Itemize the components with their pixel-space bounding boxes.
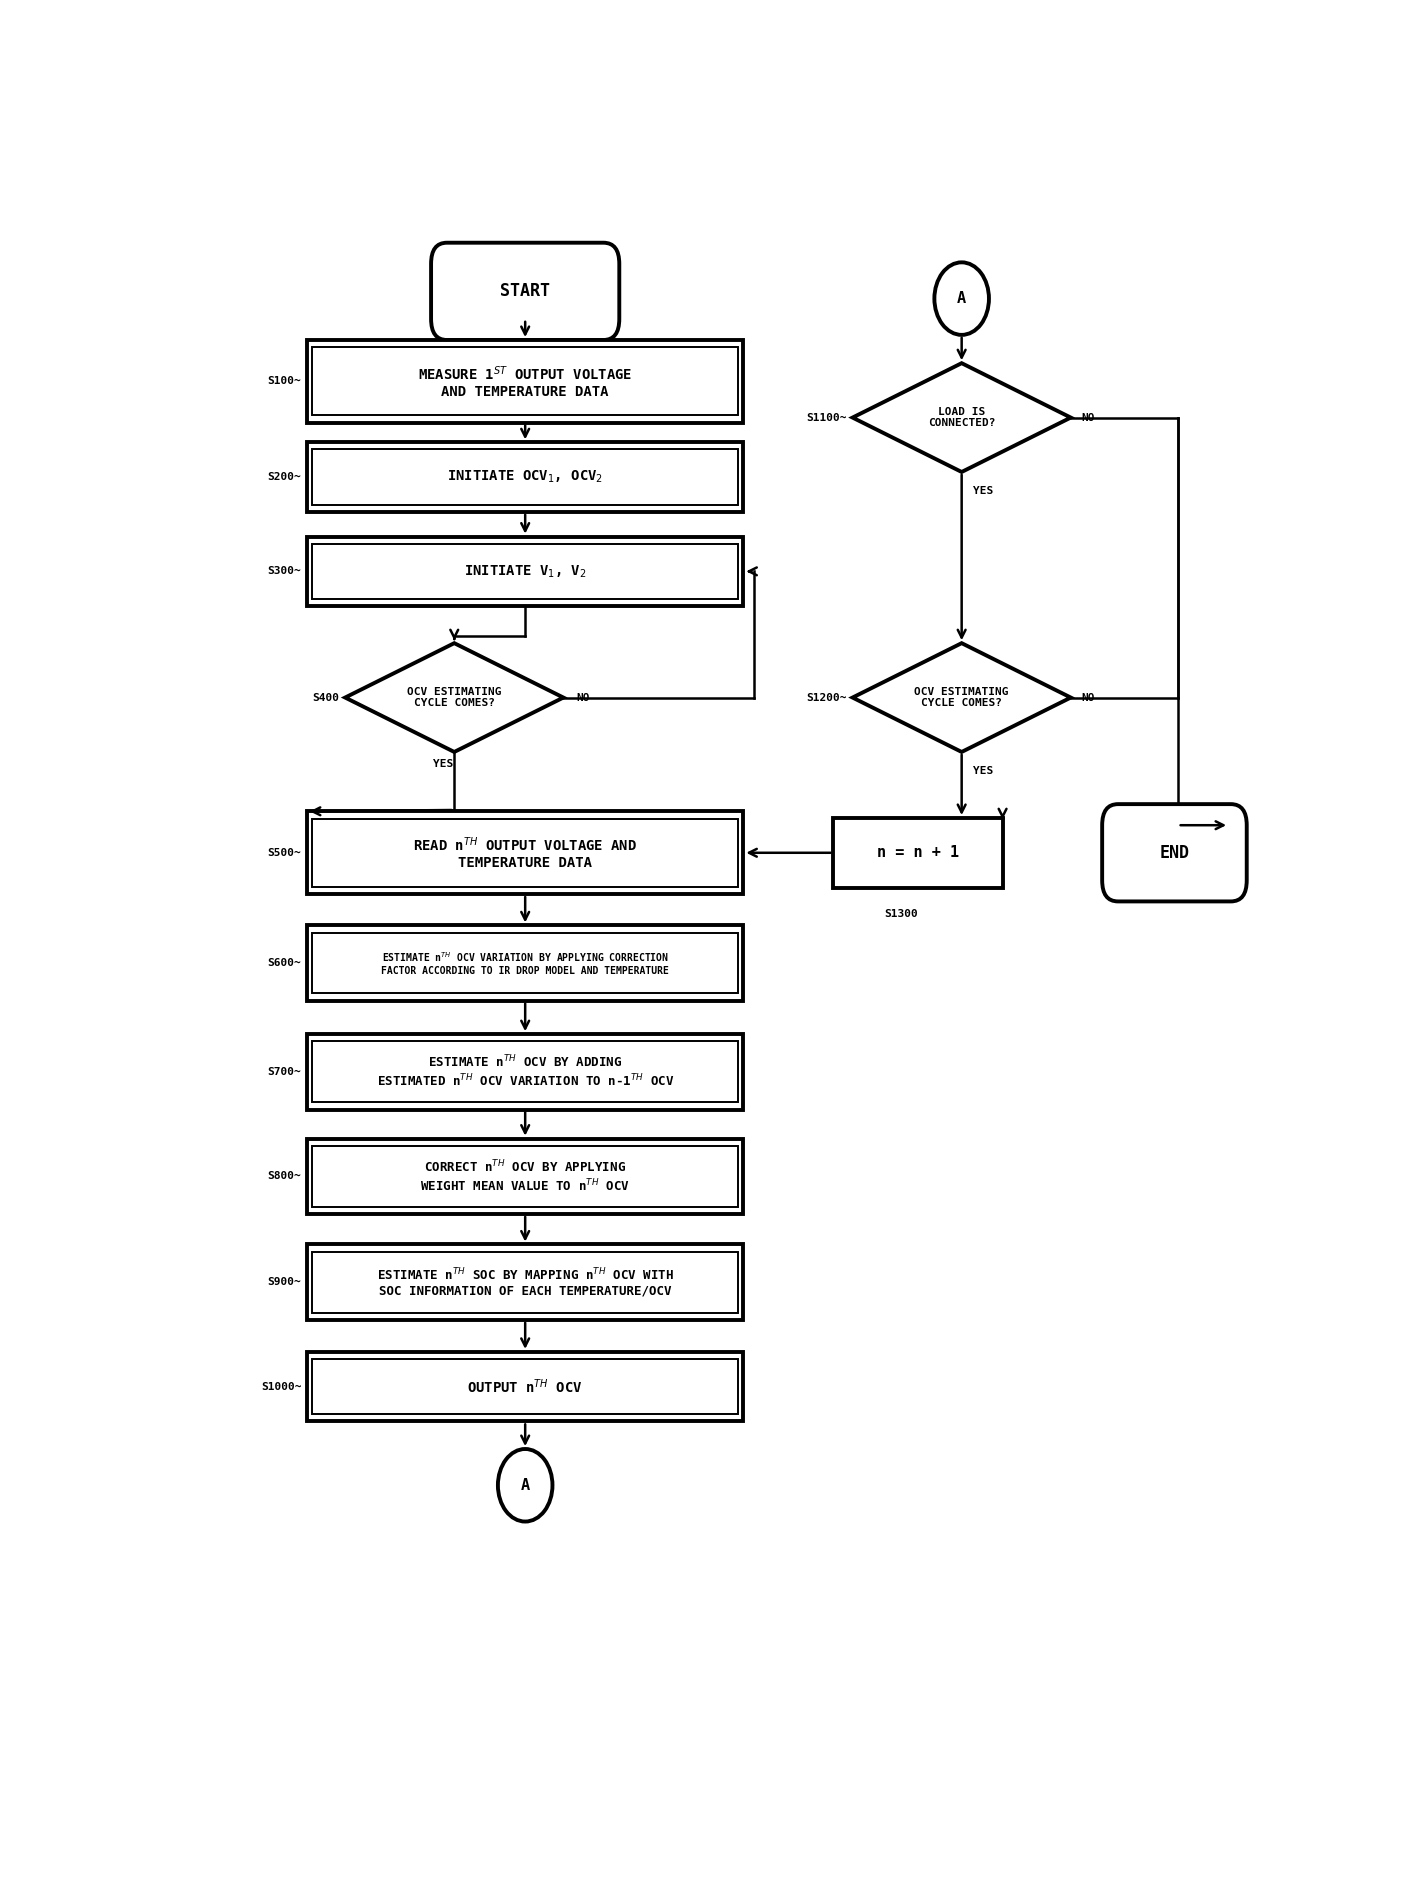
Bar — [313, 1145, 738, 1208]
Bar — [313, 1251, 738, 1313]
Bar — [307, 443, 743, 512]
Text: S900~: S900~ — [268, 1277, 301, 1287]
Circle shape — [935, 262, 988, 335]
Text: NO: NO — [576, 693, 590, 703]
Text: YES: YES — [973, 765, 993, 776]
Bar — [307, 1138, 743, 1213]
Text: A: A — [521, 1477, 529, 1492]
Polygon shape — [853, 642, 1071, 752]
Text: END: END — [1159, 844, 1190, 861]
Bar — [313, 933, 738, 993]
Text: NO: NO — [1081, 693, 1095, 703]
Bar — [307, 1353, 743, 1421]
Text: OCV ESTIMATING
CYCLE COMES?: OCV ESTIMATING CYCLE COMES? — [914, 688, 1010, 708]
Text: OCV ESTIMATING
CYCLE COMES?: OCV ESTIMATING CYCLE COMES? — [407, 688, 501, 708]
Bar — [307, 812, 743, 895]
Text: OUTPUT n$^{TH}$ OCV: OUTPUT n$^{TH}$ OCV — [467, 1377, 583, 1396]
Polygon shape — [345, 642, 563, 752]
Text: S700~: S700~ — [268, 1066, 301, 1078]
Text: ESTIMATE n$^{TH}$ SOC BY MAPPING n$^{TH}$ OCV WITH
SOC INFORMATION OF EACH TEMPE: ESTIMATE n$^{TH}$ SOC BY MAPPING n$^{TH}… — [377, 1266, 673, 1298]
FancyBboxPatch shape — [1102, 804, 1246, 901]
Text: n = n + 1: n = n + 1 — [877, 846, 959, 861]
Text: S300~: S300~ — [268, 567, 301, 577]
Text: ESTIMATE n$^{TH}$ OCV VARIATION BY APPLYING CORRECTION
FACTOR ACCORDING TO IR DR: ESTIMATE n$^{TH}$ OCV VARIATION BY APPLY… — [382, 950, 669, 976]
Text: YES: YES — [973, 486, 993, 495]
Text: ESTIMATE n$^{TH}$ OCV BY ADDING
ESTIMATED n$^{TH}$ OCV VARIATION TO n-1$^{TH}$ O: ESTIMATE n$^{TH}$ OCV BY ADDING ESTIMATE… — [376, 1053, 674, 1089]
Text: READ n$^{TH}$ OUTPUT VOLTAGE AND
TEMPERATURE DATA: READ n$^{TH}$ OUTPUT VOLTAGE AND TEMPERA… — [413, 835, 638, 870]
Circle shape — [498, 1449, 552, 1522]
Text: S800~: S800~ — [268, 1172, 301, 1181]
Bar — [307, 537, 743, 607]
Bar — [313, 1042, 738, 1102]
Bar — [313, 450, 738, 505]
Text: NO: NO — [1081, 413, 1095, 422]
Bar — [307, 339, 743, 422]
Bar — [307, 1245, 743, 1321]
Text: LOAD IS
CONNECTED?: LOAD IS CONNECTED? — [928, 407, 995, 428]
Text: S500~: S500~ — [268, 848, 301, 857]
Text: S1300: S1300 — [884, 908, 918, 919]
Bar — [307, 1034, 743, 1110]
Bar — [313, 820, 738, 887]
Bar — [834, 818, 1002, 887]
Text: INITIATE V$_1$, V$_2$: INITIATE V$_1$, V$_2$ — [463, 563, 587, 580]
Polygon shape — [853, 364, 1071, 473]
Text: S1000~: S1000~ — [260, 1381, 301, 1392]
Text: MEASURE 1$^{ST}$ OUTPUT VOLTAGE
AND TEMPERATURE DATA: MEASURE 1$^{ST}$ OUTPUT VOLTAGE AND TEMP… — [418, 364, 632, 399]
Text: S400: S400 — [313, 693, 339, 703]
Text: S100~: S100~ — [268, 377, 301, 386]
Text: YES: YES — [434, 759, 453, 769]
Bar — [313, 347, 738, 414]
Text: CORRECT n$^{TH}$ OCV BY APPLYING
WEIGHT MEAN VALUE TO n$^{TH}$ OCV: CORRECT n$^{TH}$ OCV BY APPLYING WEIGHT … — [421, 1159, 629, 1194]
Bar — [313, 1358, 738, 1415]
Text: S1100~: S1100~ — [807, 413, 848, 422]
FancyBboxPatch shape — [431, 243, 620, 339]
Bar — [307, 925, 743, 1000]
Text: S1200~: S1200~ — [807, 693, 848, 703]
Text: S200~: S200~ — [268, 473, 301, 482]
Text: A: A — [957, 292, 966, 305]
Text: START: START — [500, 283, 551, 300]
Text: INITIATE OCV$_1$, OCV$_2$: INITIATE OCV$_1$, OCV$_2$ — [448, 469, 603, 486]
Text: S600~: S600~ — [268, 959, 301, 968]
Bar — [313, 544, 738, 599]
